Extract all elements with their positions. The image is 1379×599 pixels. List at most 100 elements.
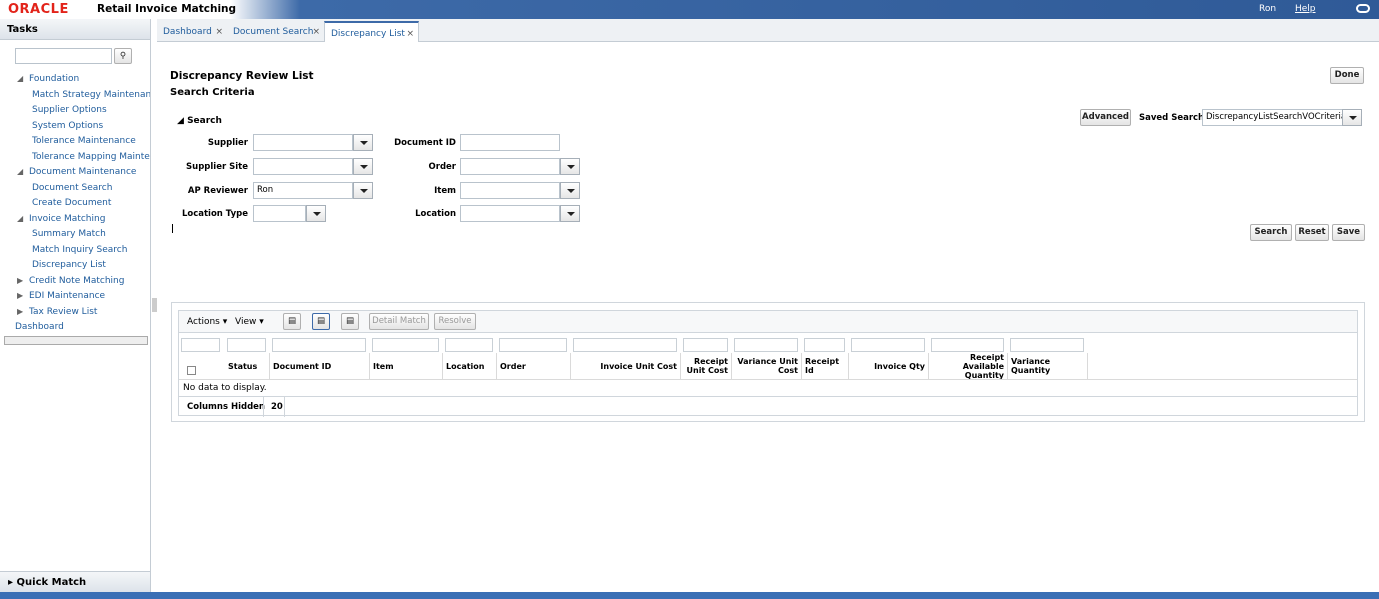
filter-cell[interactable] bbox=[734, 338, 798, 352]
advanced-button[interactable]: Advanced bbox=[1080, 109, 1131, 126]
field-input[interactable] bbox=[460, 182, 560, 199]
field-input[interactable] bbox=[253, 134, 353, 151]
action-button[interactable]: Search bbox=[1250, 224, 1292, 241]
tab-close[interactable]: × bbox=[406, 29, 414, 39]
tree-toggle[interactable]: ◢ bbox=[17, 213, 24, 223]
tree-toggle[interactable]: ◢ bbox=[17, 74, 24, 83]
tree-item[interactable]: System Options bbox=[32, 120, 104, 131]
filter-cell[interactable] bbox=[851, 338, 925, 352]
tab[interactable]: Dashboard × bbox=[157, 21, 227, 42]
column-header[interactable]: Receipt Available Quantity bbox=[929, 353, 1008, 380]
action-button[interactable]: Reset bbox=[1295, 224, 1329, 241]
column-header[interactable]: Location bbox=[443, 353, 497, 379]
column-header[interactable]: Item bbox=[370, 353, 443, 379]
action-button[interactable]: Save bbox=[1332, 224, 1365, 241]
saved-search-select[interactable]: DiscrepancyListSearchVOCriteria bbox=[1202, 109, 1346, 126]
tree-group[interactable]: Document Maintenance bbox=[29, 167, 137, 177]
splitter[interactable] bbox=[152, 298, 157, 312]
dropdown-button[interactable] bbox=[560, 205, 580, 222]
section-title: Search Criteria bbox=[170, 87, 255, 98]
search-toggle[interactable]: ◢ Search bbox=[177, 116, 222, 126]
filter-cell[interactable] bbox=[181, 338, 220, 352]
dropdown-button[interactable] bbox=[560, 182, 580, 199]
tab-close[interactable]: × bbox=[215, 27, 223, 37]
task-search[interactable] bbox=[15, 48, 112, 64]
menu-label[interactable]: View bbox=[235, 317, 257, 327]
menu-label[interactable]: Actions bbox=[187, 317, 220, 327]
tree-item[interactable]: Summary Match bbox=[32, 229, 106, 239]
tree-item[interactable]: Create Document bbox=[32, 198, 112, 208]
tree-item[interactable]: Discrepancy List bbox=[32, 260, 106, 270]
column-header[interactable]: Variance Unit Cost bbox=[732, 353, 802, 379]
column-header[interactable]: Invoice Qty bbox=[849, 353, 929, 379]
tree-item[interactable]: Match Inquiry Search bbox=[32, 244, 128, 255]
tab-label[interactable]: Dashboard bbox=[163, 27, 212, 37]
dropdown-button[interactable] bbox=[560, 158, 580, 175]
done-button[interactable]: Done bbox=[1330, 67, 1364, 84]
tree-toggle[interactable]: ▶ bbox=[17, 291, 24, 300]
tab[interactable]: Document Search × bbox=[227, 21, 324, 42]
filter-cell[interactable] bbox=[683, 338, 728, 352]
dropdown-button[interactable] bbox=[353, 158, 373, 175]
field-input[interactable] bbox=[460, 205, 560, 222]
column-header[interactable]: Document ID bbox=[270, 353, 370, 379]
tab-close[interactable]: × bbox=[312, 27, 320, 37]
column-header[interactable]: Invoice Unit Cost bbox=[571, 353, 681, 379]
dropdown-button[interactable] bbox=[306, 205, 326, 222]
tree-group[interactable]: Foundation bbox=[29, 74, 80, 84]
filter-cell[interactable] bbox=[272, 338, 366, 352]
tree-group[interactable]: Credit Note Matching bbox=[29, 275, 125, 286]
column-header[interactable]: Receipt Unit Cost bbox=[681, 353, 732, 379]
tree-item[interactable]: Document Search bbox=[32, 182, 113, 193]
toolbar-icon[interactable]: ▤ bbox=[341, 313, 359, 330]
column-header[interactable]: Receipt Id bbox=[802, 353, 849, 379]
tree-item[interactable]: Supplier Options bbox=[32, 105, 107, 115]
tab[interactable]: Discrepancy List × bbox=[324, 21, 419, 42]
field-input[interactable]: Ron bbox=[253, 182, 353, 199]
dropdown-button[interactable] bbox=[1342, 109, 1362, 126]
column-header[interactable]: Status bbox=[225, 353, 270, 379]
toolbar-icon[interactable]: ▤ bbox=[283, 313, 301, 330]
filter-cell[interactable] bbox=[372, 338, 439, 352]
search-icon[interactable]: ⚲ bbox=[114, 48, 132, 64]
filter-cell[interactable] bbox=[499, 338, 567, 352]
field-input[interactable] bbox=[253, 158, 353, 175]
field-label: Location Type bbox=[181, 209, 248, 219]
menu[interactable]: View ▾ bbox=[235, 317, 264, 327]
tree-item[interactable]: Tolerance Mapping Maintenance bbox=[32, 151, 150, 162]
tree-toggle[interactable]: ▶ bbox=[17, 306, 24, 316]
tree-group[interactable]: Invoice Matching bbox=[29, 213, 106, 224]
quick-match-panel[interactable]: ▸ Quick Match bbox=[0, 571, 150, 592]
filter-cell[interactable] bbox=[1010, 338, 1084, 352]
field-input[interactable] bbox=[253, 205, 306, 222]
quick-match[interactable]: Quick Match bbox=[16, 577, 87, 588]
filter-cell[interactable] bbox=[573, 338, 677, 352]
tree-item[interactable]: Match Strategy Maintenance bbox=[32, 89, 150, 100]
tab-label[interactable]: Discrepancy List bbox=[331, 29, 405, 39]
filter-cell[interactable] bbox=[227, 338, 266, 352]
select-all[interactable] bbox=[187, 366, 196, 375]
menu[interactable]: Actions ▾ bbox=[187, 317, 228, 327]
toolbar-icon[interactable]: ▤ bbox=[312, 313, 330, 330]
logout-icon[interactable] bbox=[1356, 4, 1370, 13]
tree-link[interactable]: Dashboard bbox=[15, 322, 64, 332]
field-input[interactable] bbox=[460, 158, 560, 175]
filter-cell[interactable] bbox=[445, 338, 493, 352]
help-menu[interactable]: Help bbox=[1295, 4, 1316, 14]
tab-label[interactable]: Document Search bbox=[233, 27, 314, 37]
tree-group[interactable]: EDI Maintenance bbox=[29, 291, 106, 301]
dropdown-button[interactable] bbox=[353, 134, 373, 151]
column-header[interactable]: Variance Quantity bbox=[1008, 353, 1088, 379]
toolbar-action[interactable]: Resolve bbox=[434, 313, 476, 330]
tree-item[interactable]: Tolerance Maintenance bbox=[32, 136, 136, 146]
tree-group[interactable]: Tax Review List bbox=[29, 306, 98, 317]
field-input[interactable] bbox=[460, 134, 560, 151]
dropdown-button[interactable] bbox=[353, 182, 373, 199]
tree-toggle[interactable]: ▶ bbox=[17, 275, 24, 285]
tree-toggle[interactable]: ◢ bbox=[17, 167, 24, 176]
toolbar-action[interactable]: Detail Match bbox=[369, 313, 429, 330]
filter-cell[interactable] bbox=[804, 338, 845, 352]
filter-cell[interactable] bbox=[931, 338, 1004, 352]
user-menu[interactable]: Ron bbox=[1259, 4, 1277, 14]
column-header[interactable]: Order bbox=[497, 353, 571, 379]
